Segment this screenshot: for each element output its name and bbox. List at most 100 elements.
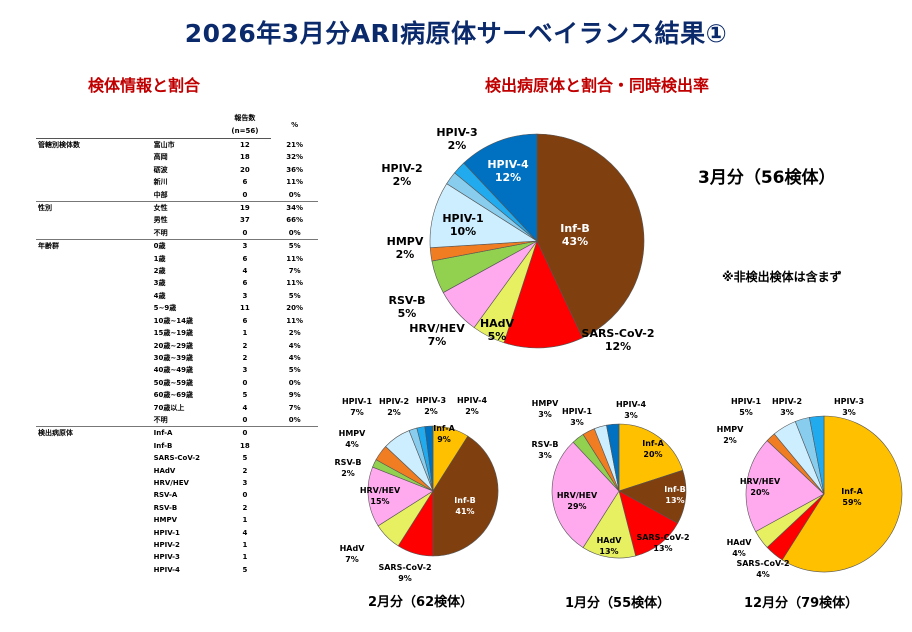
row-count: 0 [242,378,248,387]
slice-label: HRV/HEV [557,491,598,500]
row-count: 3 [242,291,248,300]
table-row: 高岡 18 32% [36,151,318,163]
slice-label: Inf-A [433,424,455,433]
slice-value-label: 41% [455,507,474,516]
slice-label: HPIV-2 [381,162,422,175]
slice-label: SARS-CoV-2 [636,533,689,542]
slice-label: HAdV [727,538,753,547]
row-count: 5 [242,565,248,574]
row-label: 30歳~39歳 [153,353,193,362]
table-row: 4歳 3 5% [36,290,318,302]
slice-label: SARS-CoV-2 [378,563,431,572]
slice-value-label: 3% [842,408,856,417]
header-pct: % [291,120,299,129]
table-row: HRV/HEV 3 [36,477,318,489]
row-count: 1 [242,516,248,525]
slice-value-label: 7% [345,555,359,564]
table-row: Inf-B 18 [36,440,318,452]
slice-label: HAdV [480,317,515,330]
row-label: 砺波 [153,165,168,174]
pie-slice-hrv-hev [551,441,620,548]
row-label: 2歳 [153,267,166,276]
slice-value-label: 2% [448,139,467,152]
pie-chart-january: Inf-A 20% Inf-B 13% SARS-CoV-2 13% HAdV 13% HRV/… [532,399,690,559]
table-row: RSV-B 2 [36,502,318,514]
row-pct: 9% [288,391,301,400]
row-label: 50歳~59歳 [153,378,193,387]
row-label: 40歳~49歳 [153,366,193,375]
slice-value-label: 2% [341,469,355,478]
row-count: 0 [218,226,272,241]
group-label: 年齢群 [38,242,59,251]
row-count: 2 [242,353,248,362]
row-count: 5 [242,454,248,463]
row-count: 37 [240,216,250,225]
slice-label: SARS-CoV-2 [736,559,789,568]
row-count: 6 [242,316,248,325]
row-count: 18 [240,441,250,450]
row-pct: 0% [288,378,301,387]
row-pct: 11% [286,178,304,187]
table-row: 検出病原体 Inf-A 0 [36,427,318,440]
row-label: 15歳~19歳 [153,329,193,338]
table-row: HMPV 1 [36,514,318,526]
row-count: 1 [242,541,248,549]
exclusion-note: ※非検出検体は含まず [722,270,842,284]
slice-label: HRV/HEV [409,322,465,335]
row-label: HAdV [153,466,176,475]
pie-slice-sars-cov-2 [503,240,583,349]
row-label: 不明 [151,413,219,428]
row-count: 3 [242,242,248,251]
header-count: 報告数 [234,114,256,122]
row-count: 1 [242,329,248,338]
table-row: 管轄別検体数 富山市 12 21% [36,139,318,152]
row-label: 10歳~14歳 [153,316,193,325]
pie-slice-inf-b [618,469,687,524]
row-pct [271,440,318,452]
slice-value-label: 13% [599,547,618,556]
slice-label: HMPV [717,425,745,434]
table-row: HPIV-3 1 [36,551,318,563]
group-label: 検出病原体 [38,429,73,438]
row-count: 19 [240,204,250,213]
row-label: HPIV-3 [153,553,180,562]
right-section-title: 検出病原体と割合・同時検出率 [485,76,710,95]
pie-slice-inf-b [432,435,499,557]
row-count: 3 [242,366,248,375]
slice-label: HPIV-3 [416,396,446,405]
slice-label: HMPV [387,235,424,248]
dec-chart-label: 12月分（79検体） [744,596,859,611]
table-row: SARS-CoV-2 5 [36,452,318,464]
row-count: 5 [242,391,248,400]
row-pct [271,489,318,501]
row-count: 20 [240,165,250,174]
slice-label: HPIV-1 [562,407,592,416]
row-label: 女性 [153,204,168,213]
row-pct: 0% [271,188,318,203]
row-label: 男性 [153,216,168,225]
slice-value-label: 4% [345,440,359,449]
slice-value-label: 3% [780,408,794,417]
row-pct: 36% [286,165,304,174]
slice-value-label: 9% [437,435,451,444]
slice-value-label: 3% [538,451,552,460]
row-count: 6 [242,279,248,288]
row-pct [271,465,318,477]
left-section-title: 検体情報と割合 [88,76,201,95]
slice-value-label: 5% [488,330,507,343]
row-pct [271,539,318,551]
pie-chart-march: Inf-B43%SARS-CoV-212%HAdV5%HRV/HEV7%RSV-… [381,126,654,353]
row-label: HPIV-4 [153,565,180,574]
row-pct [271,514,318,526]
slice-label: HPIV-4 [487,158,529,171]
table-row: 性別 女性 19 34% [36,202,318,215]
row-label: Inf-B [153,441,173,450]
pie-slice-hpiv-3 [809,415,825,495]
table-row: 砺波 20 36% [36,164,318,176]
row-label: 20歳~29歳 [153,341,193,350]
row-label: SARS-CoV-2 [153,454,201,463]
row-count: 18 [240,153,250,162]
table-row: HPIV-4 5 [36,564,318,576]
slice-label: RSV-B [388,294,425,307]
slice-value-label: 3% [624,411,638,420]
